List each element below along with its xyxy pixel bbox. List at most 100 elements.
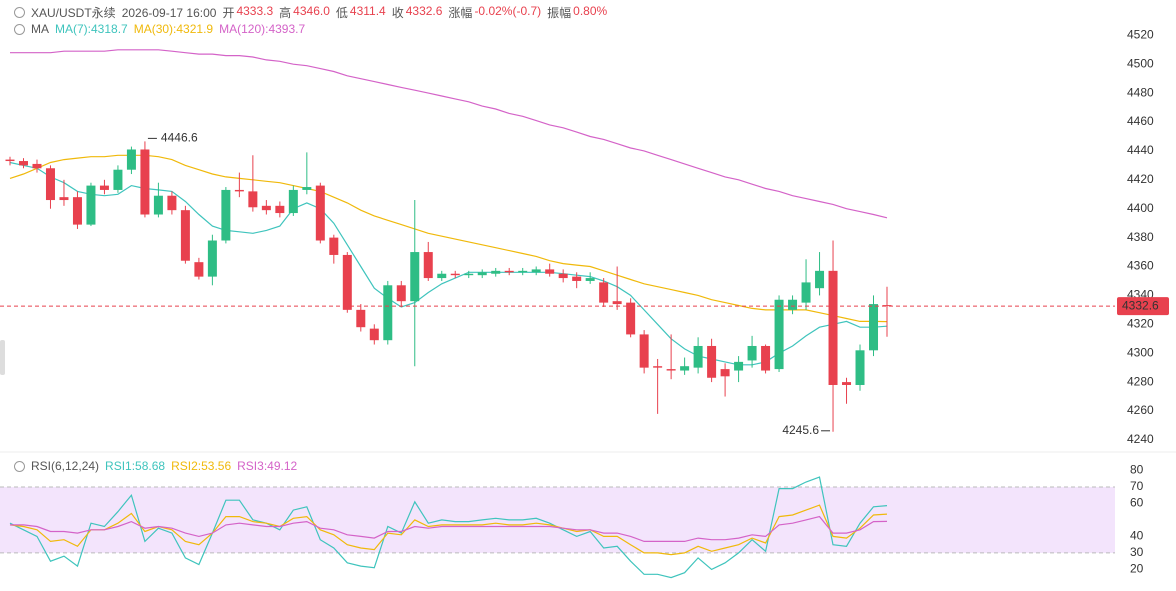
- candle-body: [261, 205, 271, 211]
- min-label: 4245.6: [782, 423, 819, 437]
- y-tick-label: 4400: [1127, 201, 1154, 215]
- candle-body: [653, 366, 663, 368]
- y-tick-label: 4440: [1127, 143, 1154, 157]
- ma-line: [10, 49, 888, 219]
- candle-body: [477, 272, 487, 276]
- candle-body: [693, 345, 703, 368]
- legend-entry: MA(120):4393.7: [219, 22, 306, 36]
- item-value: 4311.4: [349, 4, 386, 18]
- candle-body: [126, 149, 136, 170]
- candle-body: [369, 328, 379, 341]
- item-value: 0.80%: [573, 4, 608, 18]
- max-label: 4446.6: [161, 131, 198, 145]
- rsi-tick-label: 70: [1130, 479, 1144, 493]
- legend-entry: MA(30):4321.9: [133, 22, 214, 36]
- candle-body: [396, 285, 406, 302]
- candle-body: [491, 270, 501, 274]
- candle-body: [518, 270, 528, 273]
- candle-body: [734, 361, 744, 371]
- rsi-tick-label: 40: [1130, 529, 1144, 543]
- candle-body: [572, 276, 582, 281]
- item-label: 开: [222, 6, 235, 20]
- candle-body: [356, 309, 366, 328]
- candle-body: [207, 240, 217, 277]
- rsi-items: RSI1:58.68 RSI2:53.56 RSI3:49.12: [105, 459, 297, 473]
- rsi-tick-label: 80: [1130, 463, 1144, 477]
- candle-body: [639, 334, 649, 368]
- candle-body: [464, 273, 474, 276]
- rsi-band: [0, 486, 1115, 553]
- candle-body: [842, 382, 852, 385]
- ohlc-item: 涨幅 -0.02%(-0.7): [448, 4, 541, 21]
- candle-body: [167, 195, 177, 211]
- rsi-label: RSI(6,12,24): [31, 459, 100, 473]
- item-value: 4333.3: [236, 4, 274, 18]
- legend-entry: RSI1:58.68: [105, 459, 166, 473]
- legend-entry: RSI3:49.12: [237, 459, 298, 473]
- candle-body: [774, 299, 784, 370]
- candle-body: [113, 169, 123, 190]
- candle-body: [545, 269, 555, 274]
- candle-body: [32, 163, 42, 169]
- item-value: -0.02%(-0.7): [474, 4, 542, 18]
- ohlc-item: 收 4332.6: [392, 4, 443, 21]
- panel-handle[interactable]: [0, 340, 5, 375]
- rsi-line: [9, 476, 888, 579]
- candle-body: [180, 210, 190, 261]
- y-tick-label: 4240: [1127, 432, 1154, 446]
- ma-legend: MA MA(7):4318.7 MA(30):4321.9 MA(120):4393…: [14, 22, 305, 36]
- last-price-label: 4332.6: [1122, 298, 1159, 312]
- candle-body: [828, 270, 838, 385]
- item-value: 4332.6: [405, 4, 443, 18]
- time: 2026-09-17 16:00: [121, 5, 217, 20]
- collapse-icon[interactable]: [14, 7, 25, 18]
- candle-body: [437, 273, 447, 279]
- ohlc-item: 振幅 0.80%: [547, 4, 607, 21]
- collapse-icon[interactable]: [14, 23, 25, 35]
- legend-entry: MA(7):4318.7: [55, 22, 128, 36]
- item-label: 收: [391, 6, 404, 20]
- candle-body: [329, 237, 339, 255]
- candle-body: [720, 369, 730, 377]
- candle-body: [599, 282, 609, 303]
- candle-body: [423, 252, 433, 279]
- y-tick-label: 4360: [1127, 259, 1154, 273]
- candle-body: [153, 195, 163, 215]
- y-tick-label: 4420: [1127, 172, 1154, 186]
- candle-body: [248, 191, 258, 208]
- candle-body: [707, 345, 717, 378]
- rsi-tick-label: 60: [1130, 496, 1144, 510]
- y-tick-label: 4460: [1127, 114, 1154, 128]
- candle-body: [59, 197, 69, 201]
- ma-items: MA(7):4318.7 MA(30):4321.9 MA(120):4393.7: [55, 22, 305, 36]
- candle-body: [450, 273, 460, 276]
- ohlc-item: 开 4333.3: [222, 4, 273, 21]
- ma-line: [9, 154, 888, 323]
- candle-body: [234, 189, 244, 192]
- y-tick-label: 4520: [1127, 28, 1154, 42]
- candle-body: [882, 305, 892, 307]
- item-value: 4346.0: [293, 4, 330, 18]
- candle-body: [504, 270, 514, 273]
- candle-body: [194, 262, 204, 277]
- collapse-icon[interactable]: [14, 460, 25, 472]
- legend-entry: RSI2:53.56: [171, 459, 232, 473]
- candle-body: [761, 345, 771, 371]
- ohlc-item: 高 4346.0: [279, 4, 330, 21]
- candle-body: [558, 273, 568, 279]
- candle-body: [869, 304, 879, 351]
- candle-body: [18, 161, 28, 166]
- candle-body: [612, 301, 622, 305]
- candle-body: [788, 299, 798, 310]
- rsi-tick-label: 20: [1130, 562, 1144, 576]
- candle-body: [221, 189, 231, 241]
- candle-body: [86, 185, 96, 225]
- item-label: 低: [335, 6, 348, 20]
- candle-body: [315, 185, 325, 241]
- ma-label: MA: [31, 22, 49, 36]
- candle-body: [666, 369, 676, 371]
- candle-body: [140, 149, 150, 215]
- candle-body: [45, 168, 55, 201]
- candle-body: [288, 189, 298, 214]
